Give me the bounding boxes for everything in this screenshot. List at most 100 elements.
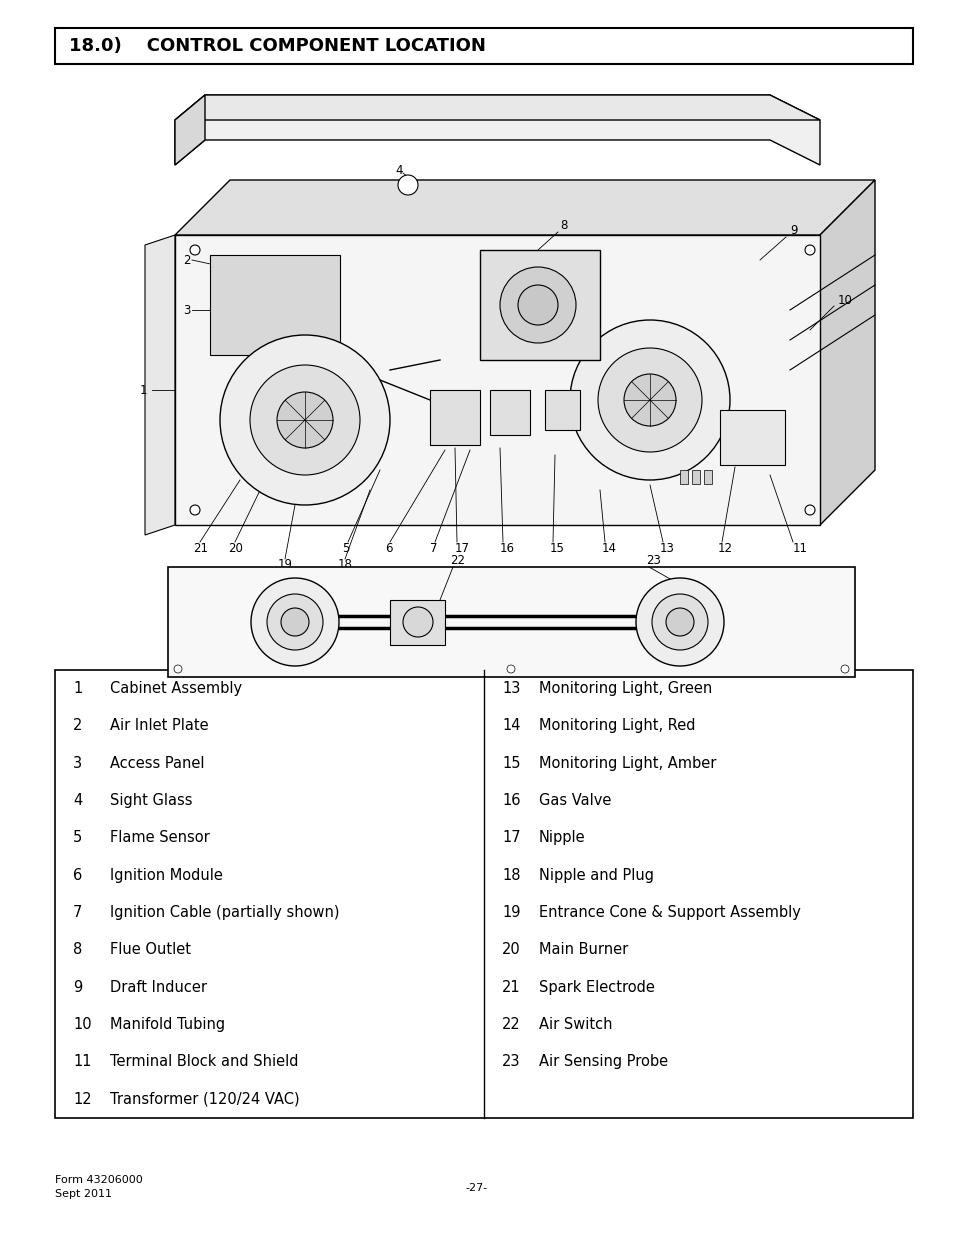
Circle shape xyxy=(281,608,309,636)
Text: 20: 20 xyxy=(228,541,243,555)
Text: 5: 5 xyxy=(341,541,349,555)
Text: Monitoring Light, Red: Monitoring Light, Red xyxy=(538,719,695,734)
Text: 7: 7 xyxy=(73,905,82,920)
Circle shape xyxy=(402,606,433,637)
Text: 15: 15 xyxy=(501,756,520,771)
Text: Air Switch: Air Switch xyxy=(538,1018,612,1032)
Circle shape xyxy=(651,594,707,650)
Text: 8: 8 xyxy=(73,942,82,957)
Text: Flue Outlet: Flue Outlet xyxy=(110,942,191,957)
Text: 5: 5 xyxy=(73,830,82,846)
Text: Air Inlet Plate: Air Inlet Plate xyxy=(110,719,209,734)
Text: 3: 3 xyxy=(73,756,82,771)
Text: 18: 18 xyxy=(337,558,353,572)
Bar xyxy=(168,567,854,677)
Text: 10: 10 xyxy=(73,1018,91,1032)
Text: 16: 16 xyxy=(501,793,520,808)
Text: 7: 7 xyxy=(430,541,437,555)
Text: 23: 23 xyxy=(645,553,660,567)
Text: Air Sensing Probe: Air Sensing Probe xyxy=(538,1055,667,1070)
Circle shape xyxy=(397,175,417,195)
Circle shape xyxy=(276,391,333,448)
Bar xyxy=(210,254,339,354)
Text: 13: 13 xyxy=(659,541,674,555)
Text: 13: 13 xyxy=(501,682,519,697)
Text: 23: 23 xyxy=(501,1055,520,1070)
Circle shape xyxy=(506,664,515,673)
Circle shape xyxy=(623,374,676,426)
Bar xyxy=(55,28,912,64)
Text: Manifold Tubing: Manifold Tubing xyxy=(110,1018,225,1032)
Polygon shape xyxy=(174,95,820,165)
Text: 20: 20 xyxy=(501,942,520,957)
Polygon shape xyxy=(174,95,820,120)
Text: 9: 9 xyxy=(73,979,82,995)
Circle shape xyxy=(173,664,182,673)
Text: 6: 6 xyxy=(73,868,82,883)
Bar xyxy=(544,390,579,430)
Bar xyxy=(55,671,912,1118)
Text: 11: 11 xyxy=(73,1055,91,1070)
Polygon shape xyxy=(145,235,174,535)
Bar xyxy=(390,600,444,645)
Bar xyxy=(679,471,687,484)
Text: Gas Valve: Gas Valve xyxy=(538,793,611,808)
Circle shape xyxy=(251,578,338,666)
Text: Terminal Block and Shield: Terminal Block and Shield xyxy=(110,1055,298,1070)
Circle shape xyxy=(220,335,390,505)
Circle shape xyxy=(804,505,814,515)
Text: Access Panel: Access Panel xyxy=(110,756,204,771)
Text: 6: 6 xyxy=(385,541,392,555)
Polygon shape xyxy=(174,95,205,165)
Circle shape xyxy=(190,505,200,515)
Circle shape xyxy=(636,578,723,666)
Text: 18.0)    CONTROL COMPONENT LOCATION: 18.0) CONTROL COMPONENT LOCATION xyxy=(69,37,485,56)
Circle shape xyxy=(267,594,323,650)
Circle shape xyxy=(804,245,814,254)
Text: -27-: -27- xyxy=(465,1183,488,1193)
Bar xyxy=(430,390,479,445)
Text: Cabinet Assembly: Cabinet Assembly xyxy=(110,682,242,697)
Text: Transformer (120/24 VAC): Transformer (120/24 VAC) xyxy=(110,1092,299,1107)
Circle shape xyxy=(499,267,576,343)
Bar xyxy=(174,235,820,525)
Circle shape xyxy=(841,664,848,673)
Bar xyxy=(691,471,700,484)
Circle shape xyxy=(250,366,359,475)
Text: 10: 10 xyxy=(837,294,852,306)
Text: 12: 12 xyxy=(73,1092,91,1107)
Text: 4: 4 xyxy=(73,793,82,808)
Circle shape xyxy=(190,245,200,254)
Text: 19: 19 xyxy=(277,558,293,572)
Text: 2: 2 xyxy=(73,719,82,734)
Text: Ignition Module: Ignition Module xyxy=(110,868,223,883)
Text: Form 43206000
Sept 2011: Form 43206000 Sept 2011 xyxy=(55,1174,143,1199)
Text: 17: 17 xyxy=(455,541,470,555)
Text: Flame Sensor: Flame Sensor xyxy=(110,830,210,846)
Text: 22: 22 xyxy=(501,1018,520,1032)
Text: 3: 3 xyxy=(183,304,191,316)
Text: 1: 1 xyxy=(140,384,148,396)
Circle shape xyxy=(665,608,693,636)
Text: 9: 9 xyxy=(789,224,797,236)
Text: 16: 16 xyxy=(499,541,515,555)
Polygon shape xyxy=(820,180,874,525)
Text: Nipple and Plug: Nipple and Plug xyxy=(538,868,654,883)
Text: 1: 1 xyxy=(73,682,82,697)
Text: 15: 15 xyxy=(550,541,564,555)
Bar xyxy=(479,249,599,359)
Text: 19: 19 xyxy=(501,905,520,920)
Text: 2: 2 xyxy=(183,253,191,267)
Text: Ignition Cable (partially shown): Ignition Cable (partially shown) xyxy=(110,905,339,920)
Text: 21: 21 xyxy=(193,541,208,555)
Text: Draft Inducer: Draft Inducer xyxy=(110,979,207,995)
Circle shape xyxy=(569,320,729,480)
Text: 14: 14 xyxy=(601,541,617,555)
Text: Nipple: Nipple xyxy=(538,830,585,846)
Polygon shape xyxy=(174,180,874,235)
Text: 14: 14 xyxy=(501,719,520,734)
Text: 21: 21 xyxy=(501,979,520,995)
Text: 4: 4 xyxy=(395,163,402,177)
Text: 22: 22 xyxy=(450,553,464,567)
Text: Monitoring Light, Amber: Monitoring Light, Amber xyxy=(538,756,716,771)
